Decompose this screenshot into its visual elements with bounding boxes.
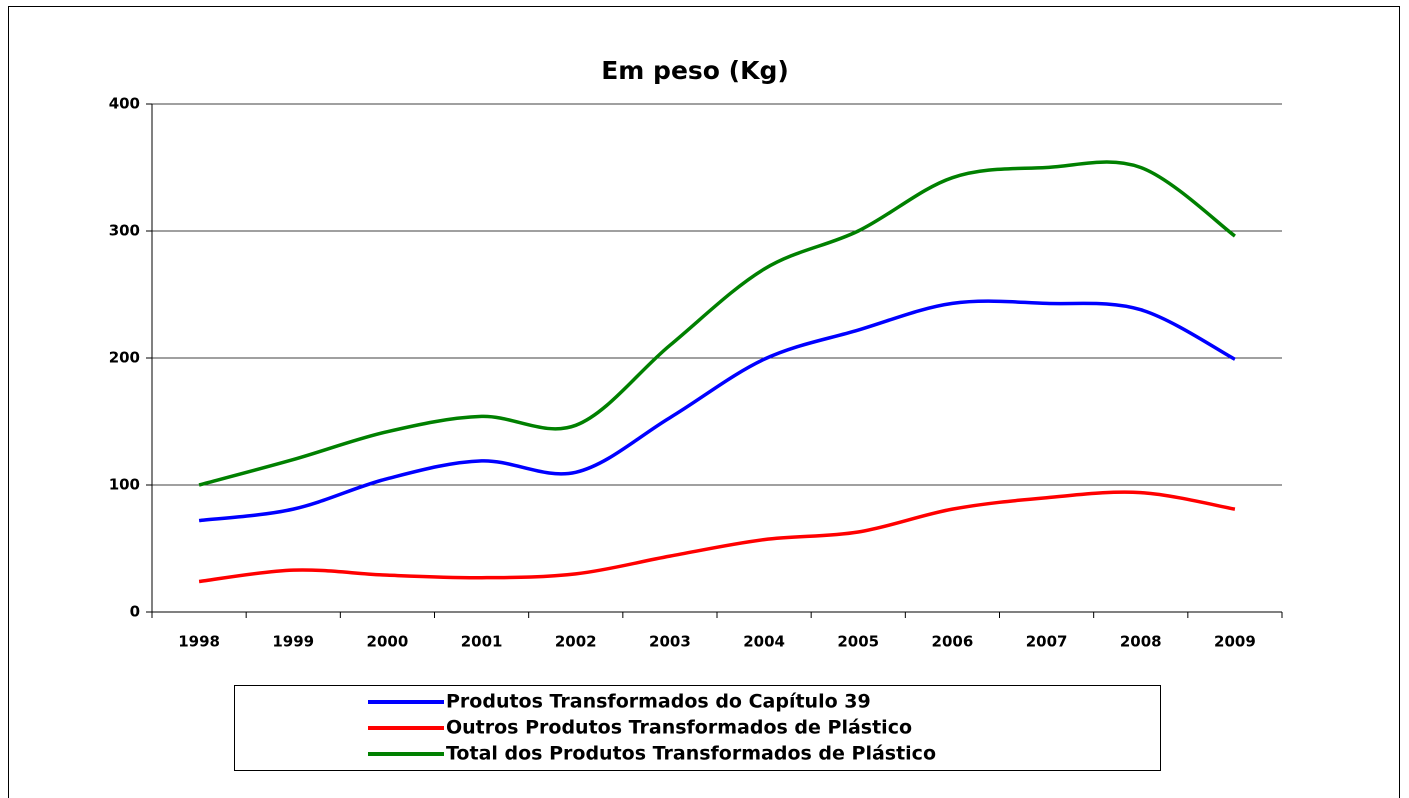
x-tick-label: 2003 [649,633,691,651]
x-tick-label: 2006 [932,633,974,651]
line-series [198,299,1236,523]
chart-border [8,6,1400,798]
x-tick-label: 2005 [837,633,879,651]
chart-title: Em peso (Kg) [601,56,789,85]
line-series [198,490,1236,584]
y-tick-label: 400 [109,95,140,113]
x-tick-label: 2001 [461,633,503,651]
x-tick-label: 2002 [555,633,597,651]
y-tick-label: 100 [109,476,140,494]
x-tick-label: 2008 [1120,633,1162,651]
legend-label: Total dos Produtos Transformados de Plás… [446,743,936,765]
x-tick-label: 1999 [272,633,314,651]
legend-label: Outros Produtos Transformados de Plástic… [446,717,912,739]
x-tick-label: 2000 [367,633,409,651]
x-tick-label: 2007 [1026,633,1068,651]
x-tick-label: 2009 [1214,633,1256,651]
y-tick-label: 0 [130,603,140,621]
line-series [198,160,1236,487]
y-tick-label: 300 [109,222,140,240]
y-tick-label: 200 [109,349,140,367]
legend-label: Produtos Transformados do Capítulo 39 [446,691,871,713]
x-tick-label: 2004 [743,633,785,651]
x-tick-label: 1998 [178,633,220,651]
